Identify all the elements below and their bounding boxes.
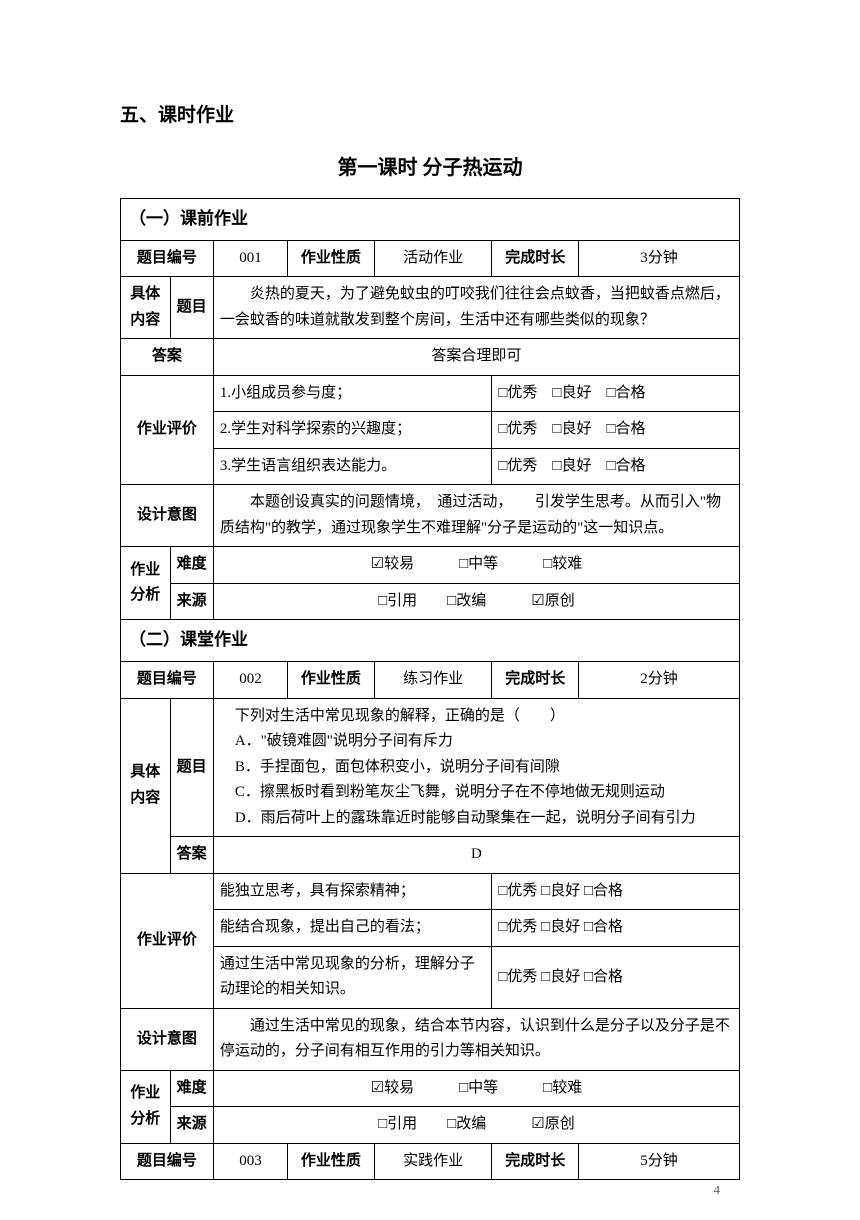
p2-eval1: 能独立思考，具有探索精神； (213, 873, 492, 910)
p2-design-label: 设计意图 (121, 1008, 214, 1070)
p2-q-b: B．手捏面包，面包体积变小，说明分子间有间隙 (227, 755, 733, 781)
lesson-title: 第一课时 分子热运动 (120, 151, 740, 180)
p2-q-a: A．"破镜难圆"说明分子间有斥力 (227, 729, 733, 755)
part1-heading: （一）课前作业 (121, 199, 740, 241)
p1-analysis-label: 作业分析 (121, 547, 171, 620)
p2-q-stem: 下列对生活中常见现象的解释，正确的是（ ） (220, 704, 733, 730)
p2-id-label: 题目编号 (121, 662, 214, 699)
p1-source-value: □引用 □改编 ☑原创 (213, 583, 739, 620)
p2-rating2: □优秀 □良好 □合格 (492, 910, 740, 947)
part2-heading: （二）课堂作业 (121, 620, 740, 662)
p1-content-label2: 题目 (170, 277, 213, 339)
p1-source-label: 来源 (170, 583, 213, 620)
p2-dur-value: 2分钟 (579, 662, 740, 699)
p1-type-value: 活动作业 (374, 240, 492, 277)
p2-design-text: 通过生活中常见的现象，结合本节内容，认识到什么是分子以及分子是不停运动的，分子间… (213, 1008, 739, 1070)
p2-source-label: 来源 (170, 1107, 213, 1144)
p1-id-label: 题目编号 (121, 240, 214, 277)
p1-rating1: □优秀 □良好 □合格 (492, 375, 740, 412)
p2-rating3: □优秀 □良好 □合格 (492, 946, 740, 1008)
p1-rating2: □优秀 □良好 □合格 (492, 412, 740, 449)
p1-eval2: 2.学生对科学探索的兴趣度； (213, 412, 492, 449)
p2-q-label: 题目 (170, 698, 213, 837)
p2-diff-label: 难度 (170, 1070, 213, 1107)
r3-dur-label: 完成时长 (492, 1143, 579, 1180)
p2-analysis-label: 作业分析 (121, 1070, 171, 1143)
p1-eval-label: 作业评价 (121, 375, 214, 485)
r3-dur-value: 5分钟 (579, 1143, 740, 1180)
p2-q-c: C．擦黑板时看到粉笔灰尘飞舞，说明分子在不停地做无规则运动 (227, 780, 733, 806)
p1-design-label: 设计意图 (121, 485, 214, 547)
p1-eval1: 1.小组成员参与度； (213, 375, 492, 412)
p1-eval3: 3.学生语言组织表达能力。 (213, 448, 492, 485)
p2-eval-label: 作业评价 (121, 873, 214, 1008)
p2-diff-value: ☑较易 □中等 □较难 (213, 1070, 739, 1107)
p2-eval2: 能结合现象，提出自己的看法； (213, 910, 492, 947)
r3-type-label: 作业性质 (288, 1143, 375, 1180)
r3-id-value: 003 (213, 1143, 287, 1180)
r3-type-value: 实践作业 (374, 1143, 492, 1180)
p1-design-text: 本题创设真实的问题情境， 通过活动， 引发学生思考。从而引入"物质结构"的教学，… (213, 485, 739, 547)
p2-eval3: 通过生活中常见现象的分析，理解分子动理论的相关知识。 (213, 946, 492, 1008)
p2-answer-value: D (213, 837, 739, 874)
p1-diff-value: ☑较易 □中等 □较难 (213, 547, 739, 584)
p1-content-label1: 具体内容 (121, 277, 171, 339)
p1-diff-label: 难度 (170, 547, 213, 584)
p2-q-d: D．雨后荷叶上的露珠靠近时能够自动聚集在一起，说明分子间有引力 (227, 806, 733, 832)
p2-rating1: □优秀 □良好 □合格 (492, 873, 740, 910)
page-number: 4 (714, 1182, 721, 1198)
p1-dur-label: 完成时长 (492, 240, 579, 277)
p1-answer-label: 答案 (121, 339, 214, 376)
section-heading: 五、课时作业 (120, 100, 740, 127)
p1-type-label: 作业性质 (288, 240, 375, 277)
r3-id-label: 题目编号 (121, 1143, 214, 1180)
p2-type-value: 练习作业 (374, 662, 492, 699)
p2-answer-label: 答案 (170, 837, 213, 874)
worksheet-table: （一）课前作业 题目编号 001 作业性质 活动作业 完成时长 3分钟 具体内容… (120, 198, 740, 1180)
p2-id-value: 002 (213, 662, 287, 699)
p2-dur-label: 完成时长 (492, 662, 579, 699)
p1-id-value: 001 (213, 240, 287, 277)
p1-dur-value: 3分钟 (579, 240, 740, 277)
p1-rating3: □优秀 □良好 □合格 (492, 448, 740, 485)
p1-content-text: 炎热的夏天，为了避免蚊虫的叮咬我们往往会点蚊香，当把蚊香点燃后，一会蚊香的味道就… (213, 277, 739, 339)
p2-question-body: 下列对生活中常见现象的解释，正确的是（ ） A．"破镜难圆"说明分子间有斥力 B… (213, 698, 739, 837)
p2-type-label: 作业性质 (288, 662, 375, 699)
p2-source-value: □引用 □改编 ☑原创 (213, 1107, 739, 1144)
p1-answer-value: 答案合理即可 (213, 339, 739, 376)
p2-content-label1: 具体内容 (121, 698, 171, 873)
